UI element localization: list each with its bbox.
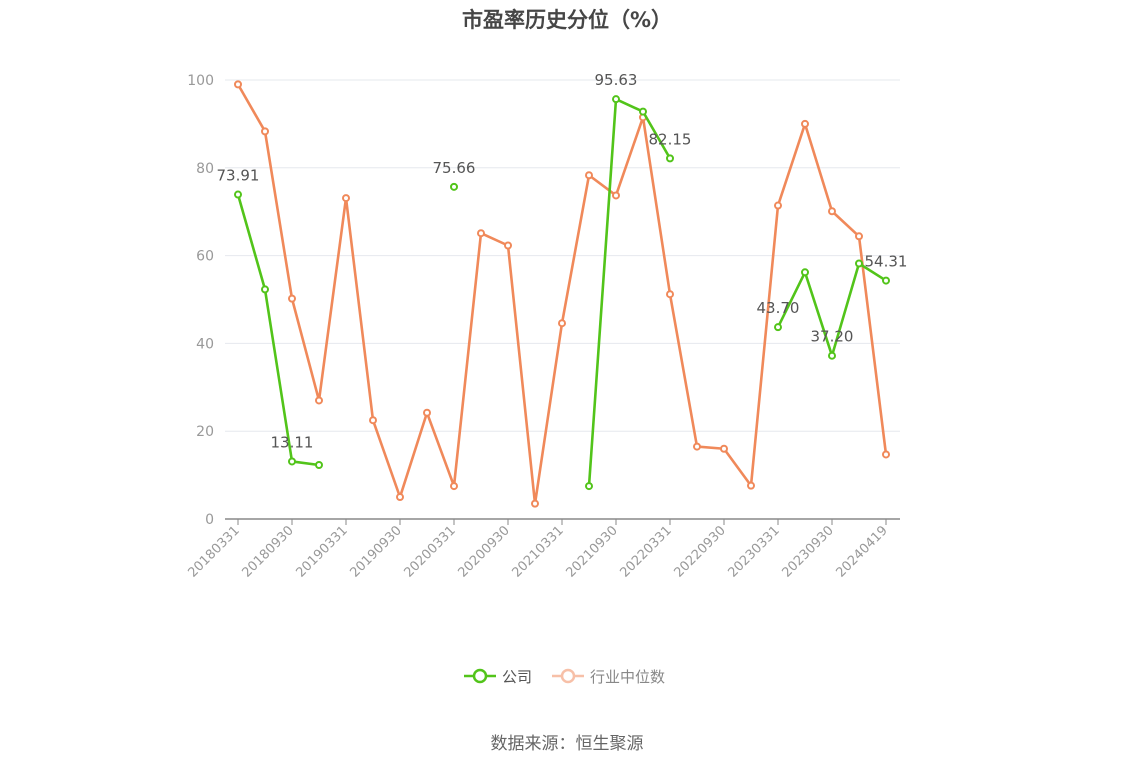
data-point xyxy=(396,493,404,502)
data-point xyxy=(261,285,269,294)
x-tick-label: 20200331 xyxy=(401,523,458,580)
data-point xyxy=(855,232,863,241)
data-point xyxy=(585,171,593,180)
series-industry xyxy=(234,80,890,508)
data-label: 75.66 xyxy=(433,159,476,177)
series-company xyxy=(234,95,890,491)
data-label: 37.20 xyxy=(811,328,854,346)
data-point xyxy=(261,127,269,136)
data-point xyxy=(531,499,539,508)
x-tick-label: 20220331 xyxy=(617,523,674,580)
x-tick-label: 20230331 xyxy=(725,523,782,580)
data-point xyxy=(585,482,593,491)
data-source: 数据来源：恒生聚源 xyxy=(490,734,644,754)
data-point xyxy=(774,201,782,210)
series-line-segment xyxy=(236,194,320,467)
data-point xyxy=(666,290,674,299)
x-tick-label: 20240419 xyxy=(833,523,890,580)
data-point xyxy=(666,154,674,163)
data-point xyxy=(612,191,620,200)
data-point xyxy=(369,416,377,425)
series-line-segment xyxy=(587,97,672,487)
y-tick-label: 0 xyxy=(205,512,214,528)
x-tick-label: 20210930 xyxy=(563,523,620,580)
data-point xyxy=(693,442,701,451)
legend-company-icon xyxy=(464,668,496,684)
series xyxy=(234,80,890,508)
data-point xyxy=(315,461,323,470)
x-tick-label: 20190930 xyxy=(347,523,404,580)
data-point xyxy=(450,482,458,491)
data-point xyxy=(801,119,809,128)
x-tick-label: 20180930 xyxy=(239,523,296,580)
data-point xyxy=(882,276,890,285)
x-tick-label: 20220930 xyxy=(671,523,728,580)
data-point xyxy=(558,319,566,328)
series-line-segment xyxy=(236,83,888,505)
data-point xyxy=(504,241,512,250)
data-label: 54.31 xyxy=(865,253,908,271)
y-tick-label: 20 xyxy=(196,424,214,440)
data-point xyxy=(288,457,296,466)
data-point xyxy=(855,259,863,268)
data-point xyxy=(315,396,323,405)
data-label: 82.15 xyxy=(649,130,692,148)
legend-item-company[interactable]: 公司 xyxy=(464,666,532,687)
data-point xyxy=(801,268,809,277)
data-label: 13.11 xyxy=(271,433,314,451)
data-point xyxy=(288,294,296,303)
x-tick-label: 20180331 xyxy=(185,523,242,580)
data-point xyxy=(828,351,836,360)
legend-item-industry[interactable]: 行业中位数 xyxy=(552,666,665,687)
legend: 公司 行业中位数 xyxy=(464,664,685,688)
data-point xyxy=(828,207,836,216)
data-label: 95.63 xyxy=(595,71,638,89)
grid-lines xyxy=(225,79,900,432)
data-point xyxy=(477,229,485,238)
data-point xyxy=(882,450,890,459)
data-point xyxy=(342,194,350,203)
x-tick-label: 20210331 xyxy=(509,523,566,580)
data-point xyxy=(747,481,755,490)
y-tick-label: 60 xyxy=(196,249,214,265)
x-tick-label: 20190331 xyxy=(293,523,350,580)
data-label: 73.91 xyxy=(217,167,260,185)
data-label: 43.70 xyxy=(757,299,800,317)
axes: 0 20 40 60 80 100 2018033120180930201903312019… xyxy=(185,73,900,581)
legend-label-company: 公司 xyxy=(502,667,533,686)
data-labels: 73.91 13.11 75.66 95.63 82.15 43.70 37.20 54.31 xyxy=(217,71,908,451)
chart-title: 市盈率历史分位（%） xyxy=(461,8,673,32)
y-tick-label: 80 xyxy=(196,161,214,177)
data-point xyxy=(720,444,728,453)
data-point xyxy=(612,95,620,104)
data-point xyxy=(774,323,782,332)
legend-label-industry: 行业中位数 xyxy=(590,667,666,686)
x-tick-label: 20230930 xyxy=(779,523,836,580)
y-tick-label: 100 xyxy=(187,73,214,89)
data-point xyxy=(234,190,242,199)
data-point xyxy=(423,408,431,417)
data-point xyxy=(639,107,647,116)
y-tick-label: 40 xyxy=(196,336,214,352)
x-tick-label: 20200930 xyxy=(455,523,512,580)
data-point xyxy=(234,80,242,89)
data-point xyxy=(450,182,458,191)
legend-industry-icon xyxy=(552,668,585,684)
